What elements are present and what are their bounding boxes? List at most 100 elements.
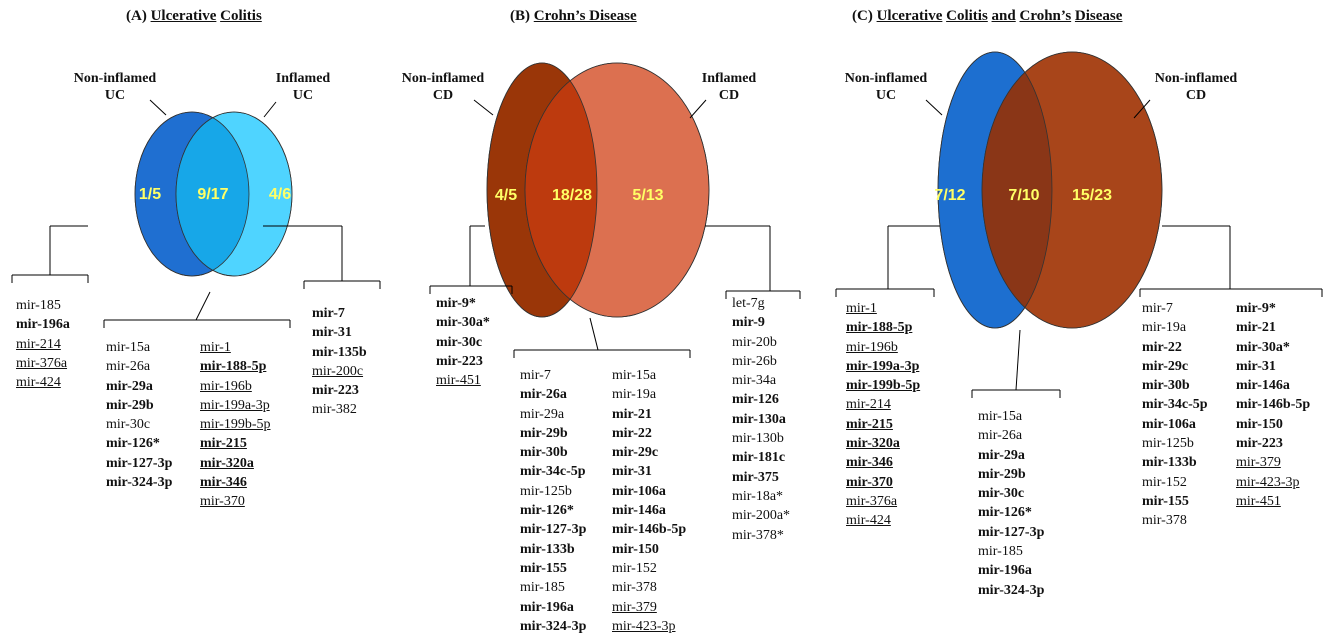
- mirna-item: mir-9*: [436, 296, 476, 311]
- mirna-item: mir-146a: [1236, 378, 1290, 394]
- mirna-item: mir-324-3p: [978, 582, 1045, 598]
- mirna-item: mir-150: [612, 541, 659, 557]
- mirna-item: mir-126*: [106, 436, 160, 452]
- panel-a-list-right: mir-7 mir-31 mir-135b mir-200c mir-223 mir-38…: [312, 304, 367, 420]
- mirna-item: mir-26a: [520, 387, 567, 403]
- panel-a-count-left: 1/5: [139, 186, 161, 203]
- mirna-item: mir-223: [436, 353, 483, 369]
- mirna-item: mir-185: [978, 544, 1023, 560]
- panel-a-right-label-line: Inflamed: [275, 71, 331, 86]
- mirna-item: mir-378: [1142, 513, 1187, 529]
- mirna-item: mir-30b: [520, 445, 568, 461]
- mirna-item: mir-196b: [200, 378, 252, 394]
- panel-c-title-part: Crohn’s: [1019, 8, 1072, 24]
- mirna-item: mir-29a: [106, 378, 153, 394]
- mirna-item: mir-30c: [106, 417, 151, 433]
- panel-c-title-part: (C): [852, 8, 877, 24]
- panel-a-title-part: Colitis: [220, 8, 262, 24]
- mirna-item: mir-22: [1142, 339, 1182, 355]
- panel-b-left-outline: [486, 62, 598, 318]
- mirna-item: mir-378*: [732, 527, 784, 543]
- mirna-item: mir-152: [1142, 474, 1187, 490]
- panel-b-right-label-line: Inflamed: [701, 71, 757, 86]
- panel-b-right-label-line: CD: [718, 88, 740, 103]
- panel-b-title-part: (B): [510, 8, 534, 24]
- mirna-item: mir-150: [1236, 416, 1283, 432]
- mirna-item: mir-30b: [1142, 378, 1190, 394]
- mirna-item: mir-29b: [520, 425, 568, 441]
- mirna-item: mir-320a: [846, 436, 900, 452]
- panel-c-right-label-line: Non-inflamed: [1154, 71, 1238, 86]
- mirna-item: mir-199a-3p: [846, 358, 920, 374]
- panel-a-left-label-line: UC: [104, 88, 126, 103]
- panel-a-overlap-region: [176, 112, 249, 276]
- panel-a-list-left: mir-185 mir-196a mir-214 mir-376a mir-424: [16, 296, 70, 392]
- mirna-item: mir-200a*: [732, 508, 791, 524]
- mirna-item: mir-424: [846, 513, 891, 529]
- mirna-item: mir-26a: [106, 359, 151, 375]
- mirna-item: mir-155: [520, 560, 567, 576]
- mirna-item: mir-31: [312, 325, 352, 341]
- mirna-item: mir-106a: [612, 483, 666, 499]
- mirna-item: mir-196a: [520, 599, 574, 615]
- mirna-item: mir-7: [1142, 301, 1173, 316]
- mirna-item: mir-214: [846, 397, 891, 413]
- mirna-item: mir-30a*: [436, 315, 490, 331]
- panel-c-list-overlap-a: mir-15a mir-26a mir-29a mir-29b mir-30c mir-1…: [978, 407, 1044, 600]
- mirna-item: mir-375: [732, 469, 779, 485]
- panel-a-right-pointer: [263, 101, 277, 118]
- mirna-item: mir-423-3p: [1236, 474, 1300, 490]
- panel-a-left-label: Non-inflamed UC: [60, 70, 170, 104]
- mirna-item: mir-21: [612, 406, 652, 422]
- panel-c-count-left: 7/12: [934, 187, 965, 204]
- mirna-item: mir-215: [846, 416, 893, 432]
- panel-c-list-right-a: mir-7 mir-19a mir-22 mir-29c mir-30b mir-34c-…: [1142, 299, 1208, 531]
- mirna-item: mir-31: [612, 464, 652, 480]
- panel-a-bracket-stem: [195, 291, 211, 321]
- mirna-item: mir-126*: [520, 503, 574, 519]
- mirna-item: mir-127-3p: [978, 524, 1045, 540]
- mirna-item: mir-223: [1236, 436, 1283, 452]
- panel-b-list-right: let-7g mir-9 mir-20b mir-26b mir-34a mir-126 m…: [732, 294, 790, 545]
- panel-c-list-left: mir-1 mir-188-5p mir-196b mir-199a-3p mir-19…: [846, 299, 920, 531]
- panel-b-left-label-line: CD: [432, 88, 454, 103]
- panel-a-left-outline: [134, 111, 250, 277]
- mirna-item: mir-188-5p: [846, 320, 913, 336]
- mirna-item: mir-34c-5p: [520, 464, 586, 480]
- panel-a-title-part: Ulcerative: [150, 8, 217, 24]
- mirna-item: mir-19a: [612, 387, 657, 403]
- panel-b-overlap-region: [525, 63, 597, 317]
- panel-a-title: (A) Ulcerative Colitis: [126, 8, 262, 25]
- mirna-item: mir-127-3p: [520, 522, 587, 538]
- mirna-item: mir-378: [612, 580, 657, 596]
- mirna-item: mir-18a*: [732, 488, 784, 504]
- mirna-item: mir-152: [612, 560, 657, 576]
- panel-a-count-right: 4/6: [269, 186, 291, 203]
- mirna-item: mir-22: [612, 425, 652, 441]
- panel-b-left-label-line: Non-inflamed: [401, 71, 485, 86]
- mirna-item: mir-199a-3p: [200, 397, 270, 413]
- mirna-item: mir-31: [1236, 358, 1276, 374]
- mirna-item: mir-130b: [732, 431, 784, 447]
- panel-c-left-outline: [937, 51, 1053, 329]
- mirna-item: mir-15a: [612, 368, 657, 383]
- panel-b-list-left: mir-9* mir-30a* mir-30c mir-223 mir-451: [436, 294, 490, 390]
- mirna-item: mir-196a: [978, 563, 1032, 579]
- panel-c-title-part: Ulcerative: [876, 8, 943, 24]
- mirna-item: mir-188-5p: [200, 359, 267, 375]
- panel-c-overlap-region: [982, 52, 1052, 328]
- mirna-item: mir-1: [846, 301, 877, 316]
- panel-a-left-pointer: [149, 99, 167, 116]
- panel-c-title-part: and: [991, 8, 1016, 24]
- panel-c-right-pointer: [1133, 99, 1151, 119]
- panel-b-left-label: Non-inflamed CD: [388, 70, 498, 104]
- panel-b-title: (B) Crohn’s Disease: [510, 8, 637, 25]
- panel-b-list-overlap-a: mir-7 mir-26a mir-29a mir-29b mir-30b mir-34c…: [520, 366, 586, 636]
- mirna-item: mir-379: [612, 599, 657, 615]
- mirna-item: mir-127-3p: [106, 455, 173, 471]
- mirna-item: mir-370: [200, 494, 245, 510]
- panel-b-right-outline: [524, 62, 710, 318]
- panel-c-left-label-line: Non-inflamed: [844, 71, 928, 86]
- panel-a-title-part: (A): [126, 8, 151, 24]
